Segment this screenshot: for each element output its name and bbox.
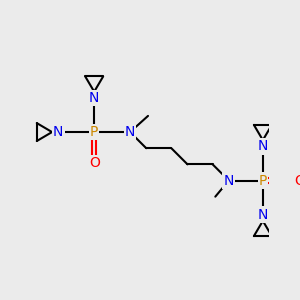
- Text: N: N: [258, 208, 268, 222]
- Text: N: N: [258, 140, 268, 153]
- Text: O: O: [89, 157, 100, 170]
- Text: N: N: [125, 125, 135, 139]
- Text: O: O: [294, 173, 300, 188]
- Text: N: N: [53, 125, 64, 139]
- Text: P: P: [259, 173, 267, 188]
- Text: N: N: [224, 173, 234, 188]
- Text: N: N: [89, 91, 99, 105]
- Text: P: P: [90, 125, 98, 139]
